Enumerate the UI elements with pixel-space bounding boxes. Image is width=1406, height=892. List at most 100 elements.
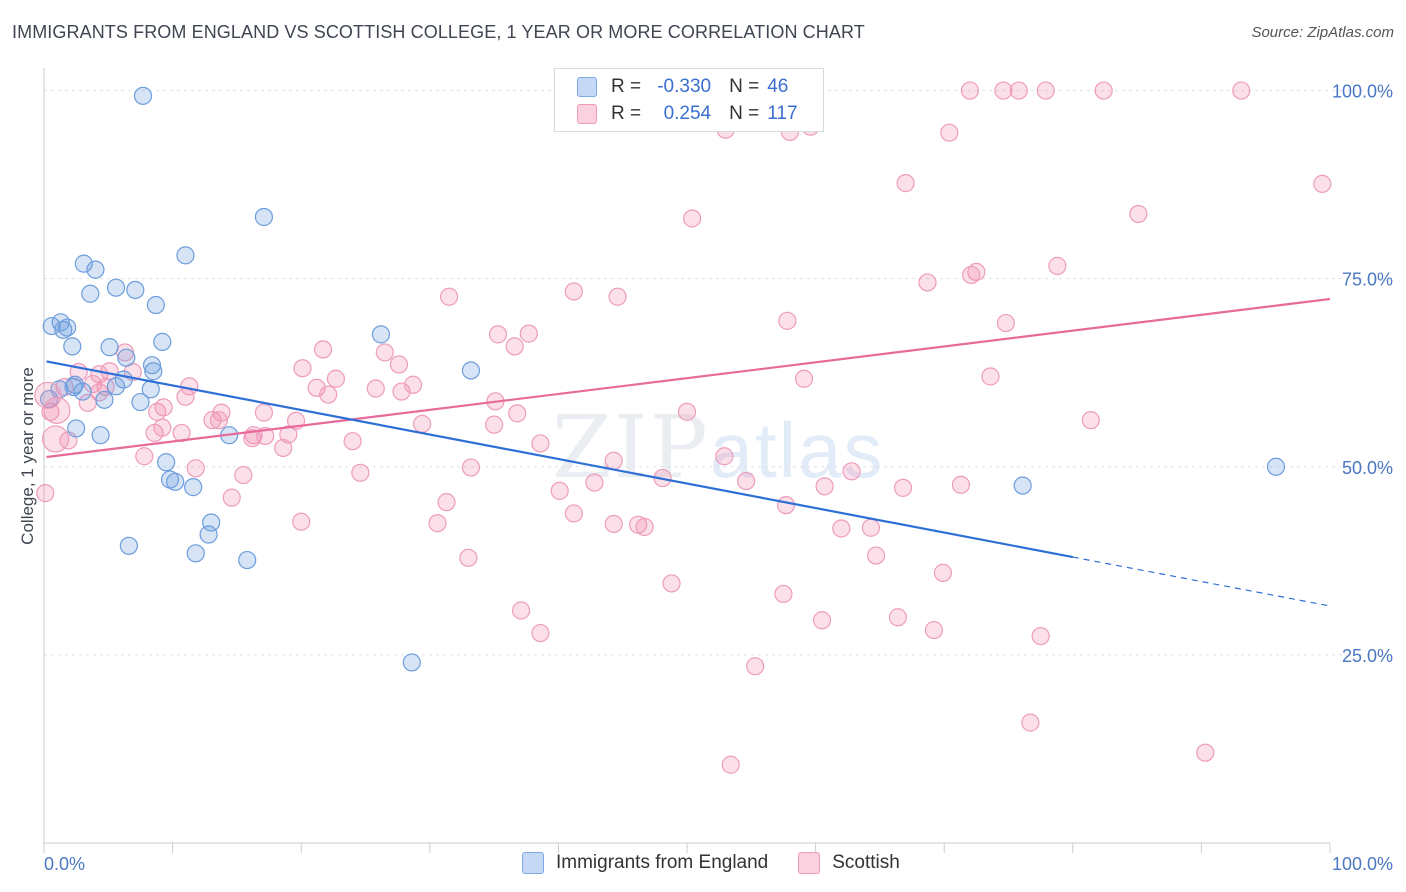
england-point (133, 86, 153, 105)
scottish-point (319, 385, 338, 404)
scottish-point (842, 462, 861, 481)
scottish-point (933, 563, 953, 582)
scottish-point (550, 481, 569, 500)
scottish-point (41, 425, 70, 453)
england-trendline-extension (1072, 556, 1331, 607)
england-point (81, 284, 100, 303)
scottish-point (715, 447, 734, 466)
scottish-point (154, 398, 173, 417)
scottish-point (662, 574, 681, 593)
scottish-point (209, 411, 228, 430)
england-point (74, 254, 93, 273)
england-point (42, 316, 61, 336)
scottish-point (505, 337, 524, 356)
scottish-point (604, 451, 623, 470)
england-point (176, 246, 195, 265)
england-point (119, 536, 138, 555)
scottish-point (832, 519, 851, 538)
legend-n-value: 46 (767, 76, 789, 97)
scottish-point (293, 359, 312, 378)
scottish-point (721, 755, 740, 774)
scottish-point (512, 601, 531, 620)
scottish-point (153, 418, 172, 437)
scottish-point (737, 471, 756, 491)
scottish-point (36, 484, 55, 503)
scottish-point (439, 287, 459, 306)
scottish-point (1313, 174, 1332, 193)
england-point (186, 544, 205, 563)
scottish-point (389, 355, 409, 374)
scottish-point (967, 262, 986, 282)
england-point (160, 470, 180, 489)
england-point (91, 426, 110, 445)
scottish-point (326, 369, 346, 388)
scottish-point (403, 375, 423, 394)
scottish-point (1094, 81, 1113, 100)
source-label: Source: ZipAtlas.com (1251, 24, 1394, 41)
scottish-point (1009, 81, 1028, 100)
scottish-point (962, 265, 981, 285)
scottish-point (635, 517, 654, 537)
scottish-point (519, 324, 538, 343)
scottish-point (531, 623, 550, 643)
england-point (73, 382, 92, 401)
legend-r-value: -0.330 (657, 76, 712, 97)
scottish-point (343, 432, 362, 451)
england-point (54, 320, 73, 339)
scottish-point (683, 209, 702, 228)
scottish-point (34, 381, 62, 409)
scottish-point (1081, 411, 1100, 430)
scottish-point (274, 438, 293, 458)
england-point (100, 338, 119, 357)
scottish-point (437, 493, 456, 512)
scottish-point (585, 473, 604, 492)
scottish-trendline (46, 297, 1331, 459)
legend-swatch-blue (522, 852, 544, 874)
scottish-point (43, 396, 71, 424)
y-tick-label: 75.0% (1342, 270, 1393, 290)
scottish-point (485, 415, 504, 434)
scottish-point (392, 382, 411, 401)
x-tick-label: 100.0% (1332, 854, 1393, 874)
x-tick-label: 0.0% (44, 854, 85, 874)
scottish-point (996, 313, 1016, 333)
scottish-point (508, 404, 527, 423)
scottish-point (677, 402, 697, 421)
england-point (402, 653, 421, 672)
legend-r-key: R = (611, 103, 642, 124)
scottish-point (564, 504, 583, 523)
england-point (254, 207, 274, 227)
scottish-point (351, 463, 370, 482)
series-legend: Immigrants from England Scottish (522, 852, 930, 874)
legend-swatch-pink (798, 852, 821, 874)
scottish-point (608, 287, 627, 306)
legend-n-key: N = (729, 103, 760, 124)
england-point (67, 419, 86, 438)
scottish-point (459, 548, 478, 567)
scottish-point (279, 425, 298, 444)
scottish-point (1048, 256, 1067, 275)
scottish-point (815, 477, 834, 496)
scottish-point (531, 434, 550, 453)
scottish-point (428, 514, 447, 533)
scottish-point (746, 657, 765, 676)
england-point (238, 550, 257, 570)
legend-swatch-pink (577, 104, 597, 124)
england-point (184, 478, 203, 497)
england-point (114, 370, 133, 389)
y-tick-label: 25.0% (1342, 646, 1393, 666)
scottish-point (412, 414, 432, 433)
legend-row-scottish: R = 0.254 N = 117 (577, 102, 798, 126)
scottish-point (1021, 713, 1040, 732)
scottish-point (866, 546, 886, 565)
scottish-point (1232, 81, 1251, 100)
scottish-point (254, 403, 274, 422)
england-point (106, 278, 126, 297)
scottish-point (461, 458, 481, 477)
scottish-point (960, 81, 980, 100)
legend-n-key: N = (729, 76, 760, 97)
scottish-point (778, 311, 797, 330)
scottish-point (918, 273, 937, 292)
england-point (126, 280, 145, 300)
scottish-point (951, 475, 971, 494)
